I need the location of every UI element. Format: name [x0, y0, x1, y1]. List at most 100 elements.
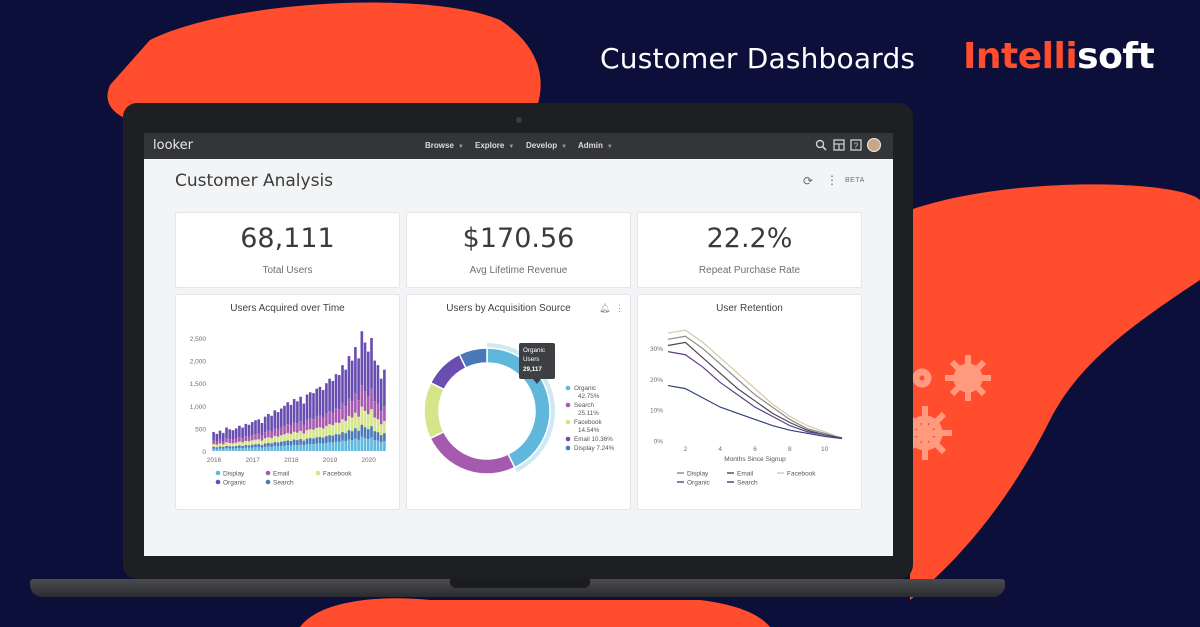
- nav-admin[interactable]: Admin ▼: [578, 141, 613, 150]
- bar-segment: [257, 419, 261, 434]
- bar-segment: [376, 403, 380, 420]
- help-icon[interactable]: ?: [850, 139, 862, 151]
- x-tick-label: 2: [684, 446, 688, 453]
- bar-segment: [376, 432, 380, 441]
- bar-segment: [334, 374, 338, 409]
- tile-users-acquired[interactable]: Users Acquired over Time 0 500 1,000 1,500 2…: [175, 294, 400, 510]
- bar-segment: [260, 447, 264, 451]
- bar-segment: [328, 378, 331, 412]
- bar-segment: [254, 447, 257, 451]
- bar-segment: [276, 436, 280, 443]
- x-tick-label: 8: [788, 446, 792, 453]
- bar-segment: [315, 437, 319, 444]
- bar-segment: [257, 433, 261, 440]
- user-avatar[interactable]: [867, 138, 881, 152]
- bar-segment: [344, 433, 348, 442]
- donut-slice: [429, 353, 467, 391]
- bar-segment: [318, 386, 322, 416]
- bar-segment: [296, 432, 299, 441]
- bar-segment: [283, 405, 286, 427]
- bar-segment: [234, 438, 238, 443]
- bar-segment: [286, 440, 290, 446]
- bar-segment: [379, 378, 383, 412]
- chevron-down-icon: ▼: [606, 144, 613, 150]
- tile-acquisition-source[interactable]: Users by Acquisition Source 🔔︎ ⋮ Organic…: [406, 294, 631, 510]
- bar-segment: [283, 434, 286, 442]
- app-topbar: looker Browse ▼ Explore ▼ Develop ▼ Admin ▼ …: [144, 133, 893, 159]
- search-icon[interactable]: [815, 139, 827, 151]
- bar-segment: [225, 445, 228, 449]
- bar-segment: [276, 446, 280, 451]
- donut-tooltip: Organic Users 29,117: [519, 343, 555, 384]
- bar-segment: [308, 438, 312, 444]
- bar-segment: [341, 365, 344, 404]
- kpi-card-repeat-purchase-rate[interactable]: 22.2% Repeat Purchase Rate: [637, 212, 862, 288]
- kpi-card-avg-lifetime-revenue[interactable]: $170.56 Avg Lifetime Revenue: [406, 212, 631, 288]
- legend-swatch: [565, 436, 571, 442]
- acquisition-donut-chart: OrganicUsers29,117Organic42.75%Search25.…: [423, 343, 615, 475]
- looker-screen: looker Browse ▼ Explore ▼ Develop ▼ Admin ▼ …: [144, 133, 893, 556]
- bar-segment: [379, 435, 383, 443]
- bar-segment: [218, 439, 222, 444]
- legend-label: Search: [574, 402, 594, 409]
- bar-segment: [379, 442, 383, 451]
- y-tick-label: 30%: [650, 346, 663, 353]
- bar-segment: [334, 434, 338, 442]
- bar-segment: [354, 428, 357, 439]
- bar-segment: [331, 442, 335, 451]
- bar-segment: [347, 398, 351, 416]
- kpi-label: Repeat Purchase Rate: [698, 265, 801, 276]
- bar-segment: [363, 342, 367, 392]
- nav-browse[interactable]: Browse ▼: [425, 141, 464, 150]
- y-tick-label: 0%: [654, 439, 664, 446]
- bar-segment: [308, 443, 312, 451]
- bell-icon[interactable]: 🔔︎: [599, 303, 611, 313]
- kpi-card-total-users[interactable]: 68,111 Total Users: [175, 212, 400, 288]
- y-tick-label: 2,500: [190, 336, 207, 343]
- bar-segment: [334, 408, 338, 423]
- x-tick-label: 2018: [284, 457, 299, 464]
- series-line: [667, 341, 843, 439]
- looker-logo[interactable]: looker: [153, 138, 193, 153]
- bar-segment: [318, 443, 322, 451]
- legend-label: Email: [737, 471, 754, 478]
- bar-segment: [344, 441, 348, 451]
- bar-segment: [270, 446, 273, 451]
- bar-segment: [221, 441, 225, 445]
- bar-segment: [273, 446, 277, 451]
- legend-label: Organic: [223, 480, 247, 487]
- bar-segment: [337, 441, 341, 451]
- bar-segment: [312, 393, 315, 420]
- bar-segment: [379, 424, 383, 436]
- bar-segment: [247, 441, 251, 446]
- bar-segment: [383, 441, 386, 451]
- bar-segment: [241, 427, 244, 439]
- tile-user-retention[interactable]: User Retention 0% 10% 20% 30% 2 4 6 8 10 Months S…: [637, 294, 862, 510]
- nav-explore[interactable]: Explore ▼: [475, 141, 514, 150]
- refresh-icon[interactable]: ⟳: [803, 174, 814, 188]
- bar-segment: [357, 439, 360, 451]
- bar-segment: [383, 433, 386, 442]
- dashboard-icon[interactable]: [833, 139, 845, 151]
- bar-segment: [344, 406, 348, 421]
- bar-segment: [225, 427, 228, 439]
- bar-segment: [299, 430, 302, 440]
- bar-segment: [312, 444, 315, 451]
- bar-segment: [325, 436, 328, 443]
- more-options-icon[interactable]: ⋮: [826, 173, 838, 187]
- bar-segment: [366, 429, 370, 440]
- nav-develop[interactable]: Develop ▼: [526, 141, 567, 150]
- bar-segment: [279, 435, 283, 442]
- bar-segment: [270, 415, 273, 432]
- bar-segment: [225, 442, 228, 446]
- bar-segment: [302, 440, 306, 446]
- donut-slice: [429, 430, 516, 475]
- bar-segment: [337, 409, 341, 423]
- bar-segment: [350, 401, 354, 418]
- more-options-icon[interactable]: ⋮: [615, 303, 624, 313]
- bar-segment: [273, 442, 277, 447]
- bar-segment: [292, 431, 296, 440]
- bar-segment: [228, 439, 232, 443]
- orange-blob-right: [910, 184, 1200, 600]
- kpi-value: 68,111: [240, 223, 335, 254]
